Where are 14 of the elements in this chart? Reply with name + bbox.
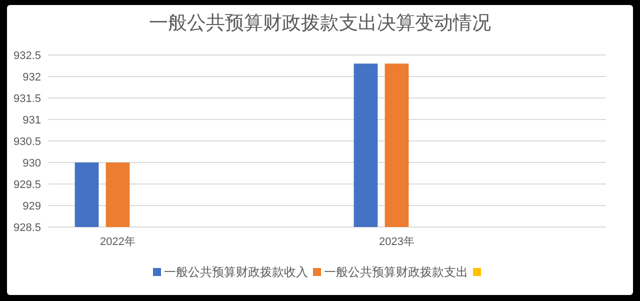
y-tick-label: 928.5 <box>13 222 41 234</box>
y-tick-label: 932 <box>22 72 41 84</box>
legend-label: 一般公共预算财政拨款支出 <box>324 265 468 279</box>
y-tick-label: 931 <box>22 114 41 126</box>
y-tick-label: 930 <box>22 158 41 170</box>
y-tick-label: 931.5 <box>13 93 41 105</box>
y-tick-label: 929.5 <box>13 179 41 191</box>
y-tick-label: 930.5 <box>13 136 41 148</box>
legend-label: 一般公共预算财政拨款收入 <box>164 265 308 279</box>
x-tick-label: 2022年 <box>100 236 136 248</box>
y-tick-label: 929 <box>22 200 41 212</box>
x-tick-label: 2023年 <box>379 236 414 248</box>
y-tick-label: 932.5 <box>13 50 41 62</box>
chart-title: 一般公共预算财政拨款支出决算变动情况 <box>149 12 491 34</box>
